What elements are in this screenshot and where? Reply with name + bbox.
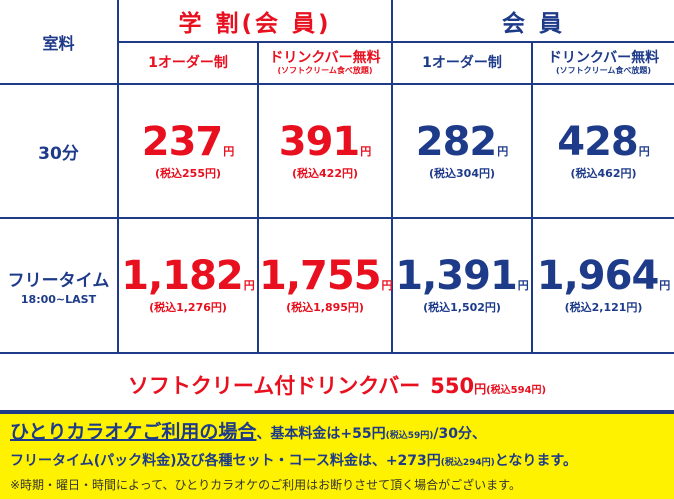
room-fee-header-cell: 室料 <box>0 0 119 85</box>
price-tax: (税込462円) <box>570 166 637 180</box>
price-tax: (税込1,276円) <box>149 301 227 314</box>
price-cell: 282円 (税込304円) <box>391 83 534 219</box>
price-tax: (税込2,121円) <box>564 301 643 314</box>
drink-bar-offer: ソフトクリーム付ドリンクバー 550円(税込594円) <box>0 370 674 400</box>
price-value: 1,964 <box>536 253 660 299</box>
price-tax: (税込1,895円) <box>286 301 364 314</box>
price-cell: 428円 (税込462円) <box>531 83 674 219</box>
member-header: 会 員 <box>502 10 566 37</box>
price-unit: 円 <box>638 144 650 158</box>
price-unit: 円 <box>223 144 235 158</box>
price-cell: 1,755円 (税込1,895円) <box>256 217 394 354</box>
price-unit: 円 <box>381 279 393 292</box>
notice-line-1-text: 、基本料金は+55円 <box>256 426 386 442</box>
price-value: 1,182 <box>121 253 244 299</box>
room-fee-header: 室料 <box>42 33 75 53</box>
student-header-cell: 学 割(会 員) <box>116 0 394 43</box>
price-cell: 391円 (税込422円) <box>256 83 394 219</box>
price-unit: 円 <box>659 279 671 292</box>
table-row: フリータイム 18:00~LAST 1,182円 (税込1,276円) 1,75… <box>0 217 674 354</box>
student-one-order-cell: 1オーダー制 <box>118 41 259 85</box>
notice-line-1-tax: (税込59円) <box>385 431 434 441</box>
student-header: 学 割(会 員) <box>178 10 332 37</box>
table-row: 30分 237円 (税込255円) 391円 (税込422円) 282円 (税込… <box>0 83 674 219</box>
price-unit: 円 <box>497 144 509 158</box>
price-cell: 1,182円 (税込1,276円) <box>117 217 259 354</box>
price-tax: (税込422円) <box>291 166 359 180</box>
row-sublabel: 18:00~LAST <box>20 292 97 306</box>
solo-karaoke-notice: ひとりカラオケご利用の場合、基本料金は+55円(税込59円)/30分、 フリータ… <box>0 410 674 499</box>
price-table: 室料 学 割(会 員) 会 員 1オーダー制 ドリンクバー無料 (ソフトクリーム… <box>0 0 674 354</box>
member-one-order-label: 1オーダー制 <box>422 54 502 71</box>
drink-bar-offer-label: ソフトクリーム付ドリンクバー <box>127 374 421 398</box>
price-unit: 円 <box>243 279 255 292</box>
member-drink-bar-label: ドリンクバー無料 <box>547 50 660 66</box>
member-drink-bar-cell: ドリンクバー無料 (ソフトクリーム食べ放題) <box>531 41 674 85</box>
drink-bar-offer-tax: (税込594円) <box>486 385 547 396</box>
price-value: 237 <box>141 118 223 165</box>
member-drink-bar-note: (ソフトクリーム食べ放題) <box>555 66 652 75</box>
price-cell: 1,964円 (税込2,121円) <box>531 217 674 354</box>
drink-bar-offer-unit: 円 <box>474 382 487 396</box>
price-tax: (税込304円) <box>429 166 496 180</box>
member-header-cell: 会 員 <box>391 0 674 43</box>
row-label-cell: フリータイム 18:00~LAST <box>0 217 119 354</box>
price-value: 1,755 <box>259 253 382 299</box>
price-cell: 1,391円 (税込1,502円) <box>391 217 534 354</box>
notice-line-2-text: フリータイム(パック料金)及び各種セット・コース料金は、+273円 <box>10 453 441 469</box>
price-value: 282 <box>415 118 497 165</box>
row-label: フリータイム <box>7 270 110 291</box>
student-drink-bar-note: (ソフトクリーム食べ放題) <box>277 66 373 75</box>
price-tax: (税込255円) <box>154 166 222 180</box>
notice-line-2-end: となります。 <box>494 453 577 469</box>
notice-line-2: フリータイム(パック料金)及び各種セット・コース料金は、+273円(税込294円… <box>10 448 664 475</box>
notice-line-2-tax: (税込294円) <box>440 458 495 468</box>
price-unit: 円 <box>517 279 529 292</box>
student-drink-bar-label: ドリンクバー無料 <box>269 50 381 66</box>
row-label: 30分 <box>38 143 79 164</box>
price-cell: 237円 (税込255円) <box>117 83 259 219</box>
price-value: 428 <box>557 118 638 165</box>
notice-line-1-end: /30分、 <box>433 426 487 442</box>
student-drink-bar-cell: ドリンクバー無料 (ソフトクリーム食べ放題) <box>256 41 394 85</box>
drink-bar-offer-price: 550 <box>430 374 475 398</box>
price-value: 391 <box>278 118 360 165</box>
row-label-cell: 30分 <box>0 83 119 219</box>
price-tax: (税込1,502円) <box>423 301 501 314</box>
notice-line-1: ひとりカラオケご利用の場合、基本料金は+55円(税込59円)/30分、 <box>10 420 664 448</box>
notice-heading: ひとりカラオケご利用の場合 <box>10 421 257 443</box>
student-one-order-label: 1オーダー制 <box>148 54 228 71</box>
notice-disclaimer: ※時期・曜日・時間によって、ひとりカラオケのご利用はお断りさせて頂く場合がござい… <box>10 478 521 492</box>
price-value: 1,391 <box>395 253 518 299</box>
member-one-order-cell: 1オーダー制 <box>391 41 534 85</box>
price-unit: 円 <box>360 144 372 158</box>
